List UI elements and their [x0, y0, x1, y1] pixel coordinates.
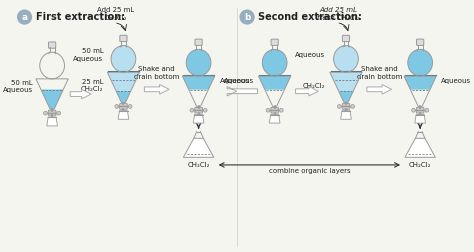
Text: Add 25 mL
fresh CH₂Cl₂: Add 25 mL fresh CH₂Cl₂ — [317, 7, 360, 21]
Text: CH₂Cl₂: CH₂Cl₂ — [302, 82, 325, 88]
Text: CH₂Cl₂: CH₂Cl₂ — [187, 162, 210, 168]
Polygon shape — [145, 85, 169, 94]
Polygon shape — [227, 86, 257, 96]
Circle shape — [411, 108, 415, 112]
Circle shape — [44, 111, 47, 115]
Polygon shape — [47, 117, 57, 126]
Circle shape — [17, 9, 32, 25]
FancyBboxPatch shape — [271, 107, 278, 113]
Text: Shake and
drain bottom: Shake and drain bottom — [356, 66, 402, 80]
Text: Add 25 mL
CH₂Cl₂: Add 25 mL CH₂Cl₂ — [97, 7, 135, 21]
Polygon shape — [330, 72, 362, 91]
Circle shape — [115, 105, 118, 108]
Text: First extraction:: First extraction: — [36, 12, 125, 22]
Circle shape — [239, 9, 255, 25]
Text: combine organic layers: combine organic layers — [269, 168, 350, 174]
Text: Aqueous: Aqueous — [224, 78, 254, 84]
Circle shape — [279, 108, 283, 112]
Polygon shape — [70, 89, 91, 99]
Text: CH₂Cl₂: CH₂Cl₂ — [409, 162, 431, 168]
Polygon shape — [296, 86, 319, 96]
Polygon shape — [341, 111, 351, 119]
Circle shape — [203, 108, 207, 112]
Ellipse shape — [334, 46, 358, 72]
Text: 25 mL
CH₂Cl₂: 25 mL CH₂Cl₂ — [81, 79, 103, 92]
Circle shape — [351, 105, 355, 108]
Text: Second extraction:: Second extraction: — [258, 12, 362, 22]
Circle shape — [337, 105, 341, 108]
FancyBboxPatch shape — [195, 39, 202, 45]
Polygon shape — [367, 85, 392, 94]
Circle shape — [425, 108, 428, 112]
FancyBboxPatch shape — [119, 104, 127, 109]
Polygon shape — [107, 72, 140, 91]
Ellipse shape — [408, 49, 432, 76]
Circle shape — [57, 111, 61, 115]
Text: Aqueous: Aqueous — [295, 52, 325, 58]
FancyBboxPatch shape — [342, 35, 350, 42]
Polygon shape — [183, 138, 214, 157]
FancyBboxPatch shape — [120, 35, 127, 42]
Circle shape — [266, 108, 270, 112]
Polygon shape — [405, 138, 436, 157]
Text: a: a — [21, 13, 27, 21]
FancyBboxPatch shape — [417, 39, 424, 45]
Polygon shape — [118, 111, 129, 119]
Text: 50 mL
Aqueous: 50 mL Aqueous — [3, 80, 33, 93]
Text: Aqueous: Aqueous — [441, 78, 471, 84]
Polygon shape — [406, 153, 435, 156]
Polygon shape — [258, 76, 291, 90]
FancyBboxPatch shape — [416, 107, 424, 113]
Polygon shape — [404, 76, 437, 90]
Text: Aqueous: Aqueous — [219, 78, 250, 84]
Polygon shape — [415, 114, 426, 123]
Ellipse shape — [262, 49, 287, 76]
Polygon shape — [116, 91, 131, 103]
FancyBboxPatch shape — [48, 42, 56, 48]
Text: 50 mL
Aqueous: 50 mL Aqueous — [73, 48, 103, 62]
Circle shape — [190, 108, 194, 112]
Polygon shape — [41, 89, 64, 109]
Polygon shape — [182, 76, 215, 90]
FancyBboxPatch shape — [271, 39, 278, 45]
FancyBboxPatch shape — [48, 110, 56, 116]
Ellipse shape — [186, 49, 211, 76]
FancyBboxPatch shape — [195, 107, 202, 113]
Text: Shake and
drain bottom: Shake and drain bottom — [134, 66, 180, 80]
Text: b: b — [244, 13, 250, 21]
Polygon shape — [338, 91, 353, 103]
FancyBboxPatch shape — [342, 104, 350, 109]
Ellipse shape — [111, 46, 136, 72]
Circle shape — [128, 105, 132, 108]
Polygon shape — [269, 114, 280, 123]
Polygon shape — [184, 153, 213, 156]
Polygon shape — [193, 114, 204, 123]
